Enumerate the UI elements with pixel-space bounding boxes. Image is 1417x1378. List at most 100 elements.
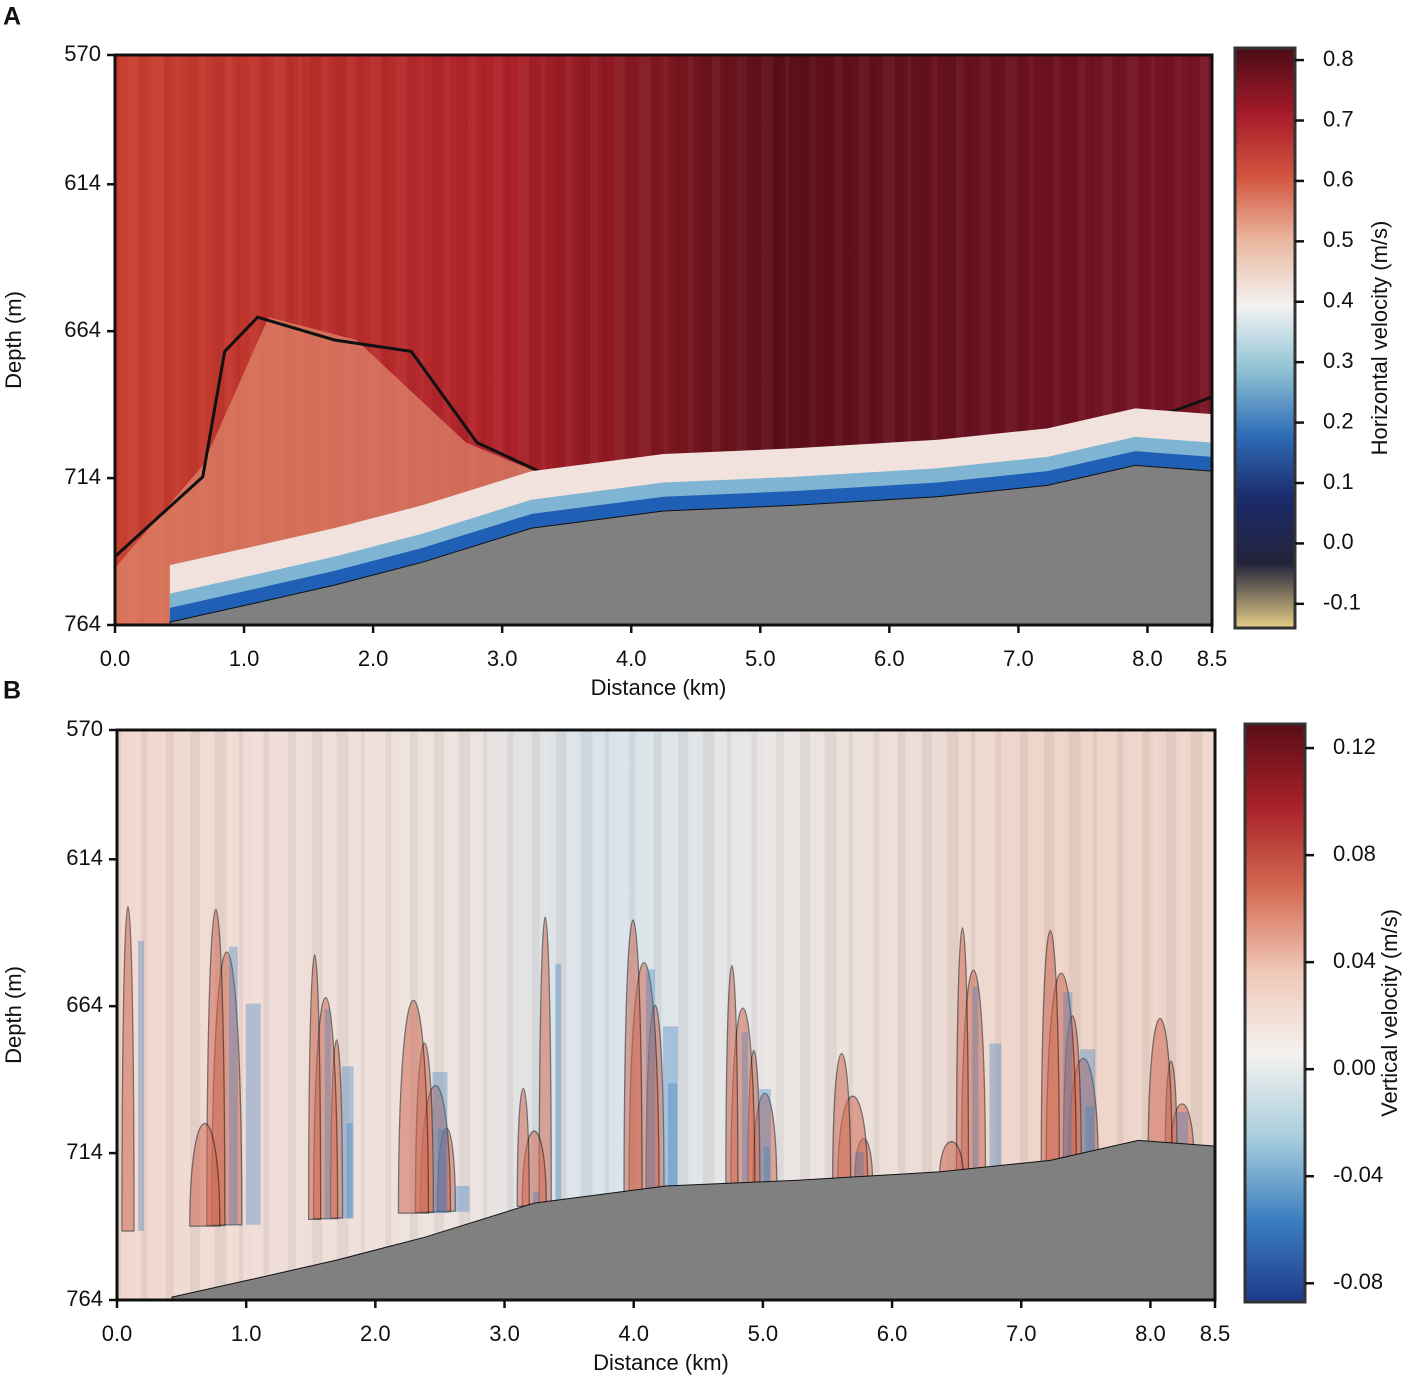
streak xyxy=(956,55,965,625)
streak xyxy=(444,55,451,625)
x-tick-label: 8.5 xyxy=(1197,646,1228,671)
downdraft xyxy=(1085,1106,1095,1173)
streak xyxy=(1163,55,1174,625)
updraft xyxy=(189,1122,221,1227)
streak xyxy=(541,55,546,625)
updraft xyxy=(623,919,643,1201)
x-axis-label: Distance (km) xyxy=(593,1350,729,1375)
downdraft xyxy=(137,940,144,1231)
streak xyxy=(139,55,146,625)
streak xyxy=(617,730,628,1300)
streak xyxy=(919,55,930,625)
streak xyxy=(251,730,262,1300)
plot-frame xyxy=(113,53,1214,627)
streak xyxy=(714,730,723,1300)
streak xyxy=(178,730,182,1300)
streak xyxy=(614,55,625,625)
colorbar-tick-label: 0.00 xyxy=(1333,1055,1376,1080)
downdraft xyxy=(346,1123,353,1218)
streak xyxy=(907,55,912,625)
streak xyxy=(968,55,973,625)
updraft xyxy=(1147,1018,1173,1168)
streak xyxy=(361,730,365,1300)
streak xyxy=(846,55,851,625)
downdraft xyxy=(758,1089,771,1193)
streak xyxy=(1138,55,1147,625)
streak xyxy=(151,55,164,625)
streak xyxy=(165,730,174,1300)
streak xyxy=(200,55,207,625)
colorbar-tick-label: 0.5 xyxy=(1323,227,1354,252)
y-tick-label: 714 xyxy=(64,464,101,489)
streak xyxy=(115,55,119,625)
streak xyxy=(885,730,898,1300)
shear-band xyxy=(169,451,1213,623)
streak xyxy=(809,55,816,625)
x-tick-label: 5.0 xyxy=(745,646,776,671)
streak xyxy=(141,730,148,1300)
x-tick-label: 7.0 xyxy=(1006,1321,1037,1346)
x-tick-label: 5.0 xyxy=(748,1321,779,1346)
downdraft xyxy=(454,1186,470,1212)
streak xyxy=(724,55,729,625)
x-tick-label: 0.0 xyxy=(102,1321,133,1346)
downdraft xyxy=(646,969,656,1200)
downdraft xyxy=(324,1009,331,1220)
downdraft xyxy=(228,946,238,1226)
updraft xyxy=(955,927,970,1180)
streak xyxy=(678,730,689,1300)
streak xyxy=(651,55,660,625)
y-tick-label: 570 xyxy=(64,41,101,66)
streak xyxy=(870,55,877,625)
colorbar-tick-label: 0.04 xyxy=(1333,948,1376,973)
streak xyxy=(495,730,506,1300)
streak xyxy=(470,730,479,1300)
updraft xyxy=(516,1088,530,1207)
streak xyxy=(553,55,564,625)
y-tick-label: 764 xyxy=(64,611,101,636)
downdraft xyxy=(854,1151,864,1187)
streak xyxy=(1154,730,1158,1300)
streak xyxy=(980,55,991,625)
streak xyxy=(202,730,209,1300)
streak xyxy=(492,55,503,625)
streak xyxy=(602,55,607,625)
streak xyxy=(422,730,426,1300)
streak xyxy=(117,730,121,1300)
colorbar-tick-label: -0.04 xyxy=(1333,1162,1383,1187)
streak xyxy=(800,730,811,1300)
updraft xyxy=(538,916,552,1206)
x-tick-label: 8.5 xyxy=(1200,1321,1231,1346)
streak xyxy=(153,730,166,1300)
streak xyxy=(127,55,138,625)
streak xyxy=(287,730,296,1300)
streak xyxy=(1029,55,1034,625)
streak xyxy=(983,730,994,1300)
streak xyxy=(1175,55,1182,625)
streak xyxy=(190,730,201,1300)
streak xyxy=(1032,730,1036,1300)
downdraft xyxy=(533,1191,540,1207)
streak xyxy=(446,730,453,1300)
streak xyxy=(895,55,904,625)
x-tick-label: 1.0 xyxy=(229,646,260,671)
updraft xyxy=(1040,929,1060,1175)
streak xyxy=(666,730,670,1300)
shear-band xyxy=(169,408,1213,623)
downdraft xyxy=(668,1083,678,1199)
streak xyxy=(995,730,1002,1300)
x-tick-label: 2.0 xyxy=(358,646,389,671)
colorbar-tick-label: 0.8 xyxy=(1323,46,1354,71)
streak xyxy=(565,55,572,625)
streak xyxy=(1077,55,1086,625)
streak xyxy=(358,55,363,625)
streak xyxy=(480,55,485,625)
streak xyxy=(263,730,270,1300)
streak xyxy=(590,55,599,625)
streak xyxy=(626,55,633,625)
streak xyxy=(687,55,694,625)
streak xyxy=(348,730,357,1300)
streak xyxy=(236,55,241,625)
downdraft xyxy=(989,1043,1002,1179)
streak xyxy=(922,730,933,1300)
